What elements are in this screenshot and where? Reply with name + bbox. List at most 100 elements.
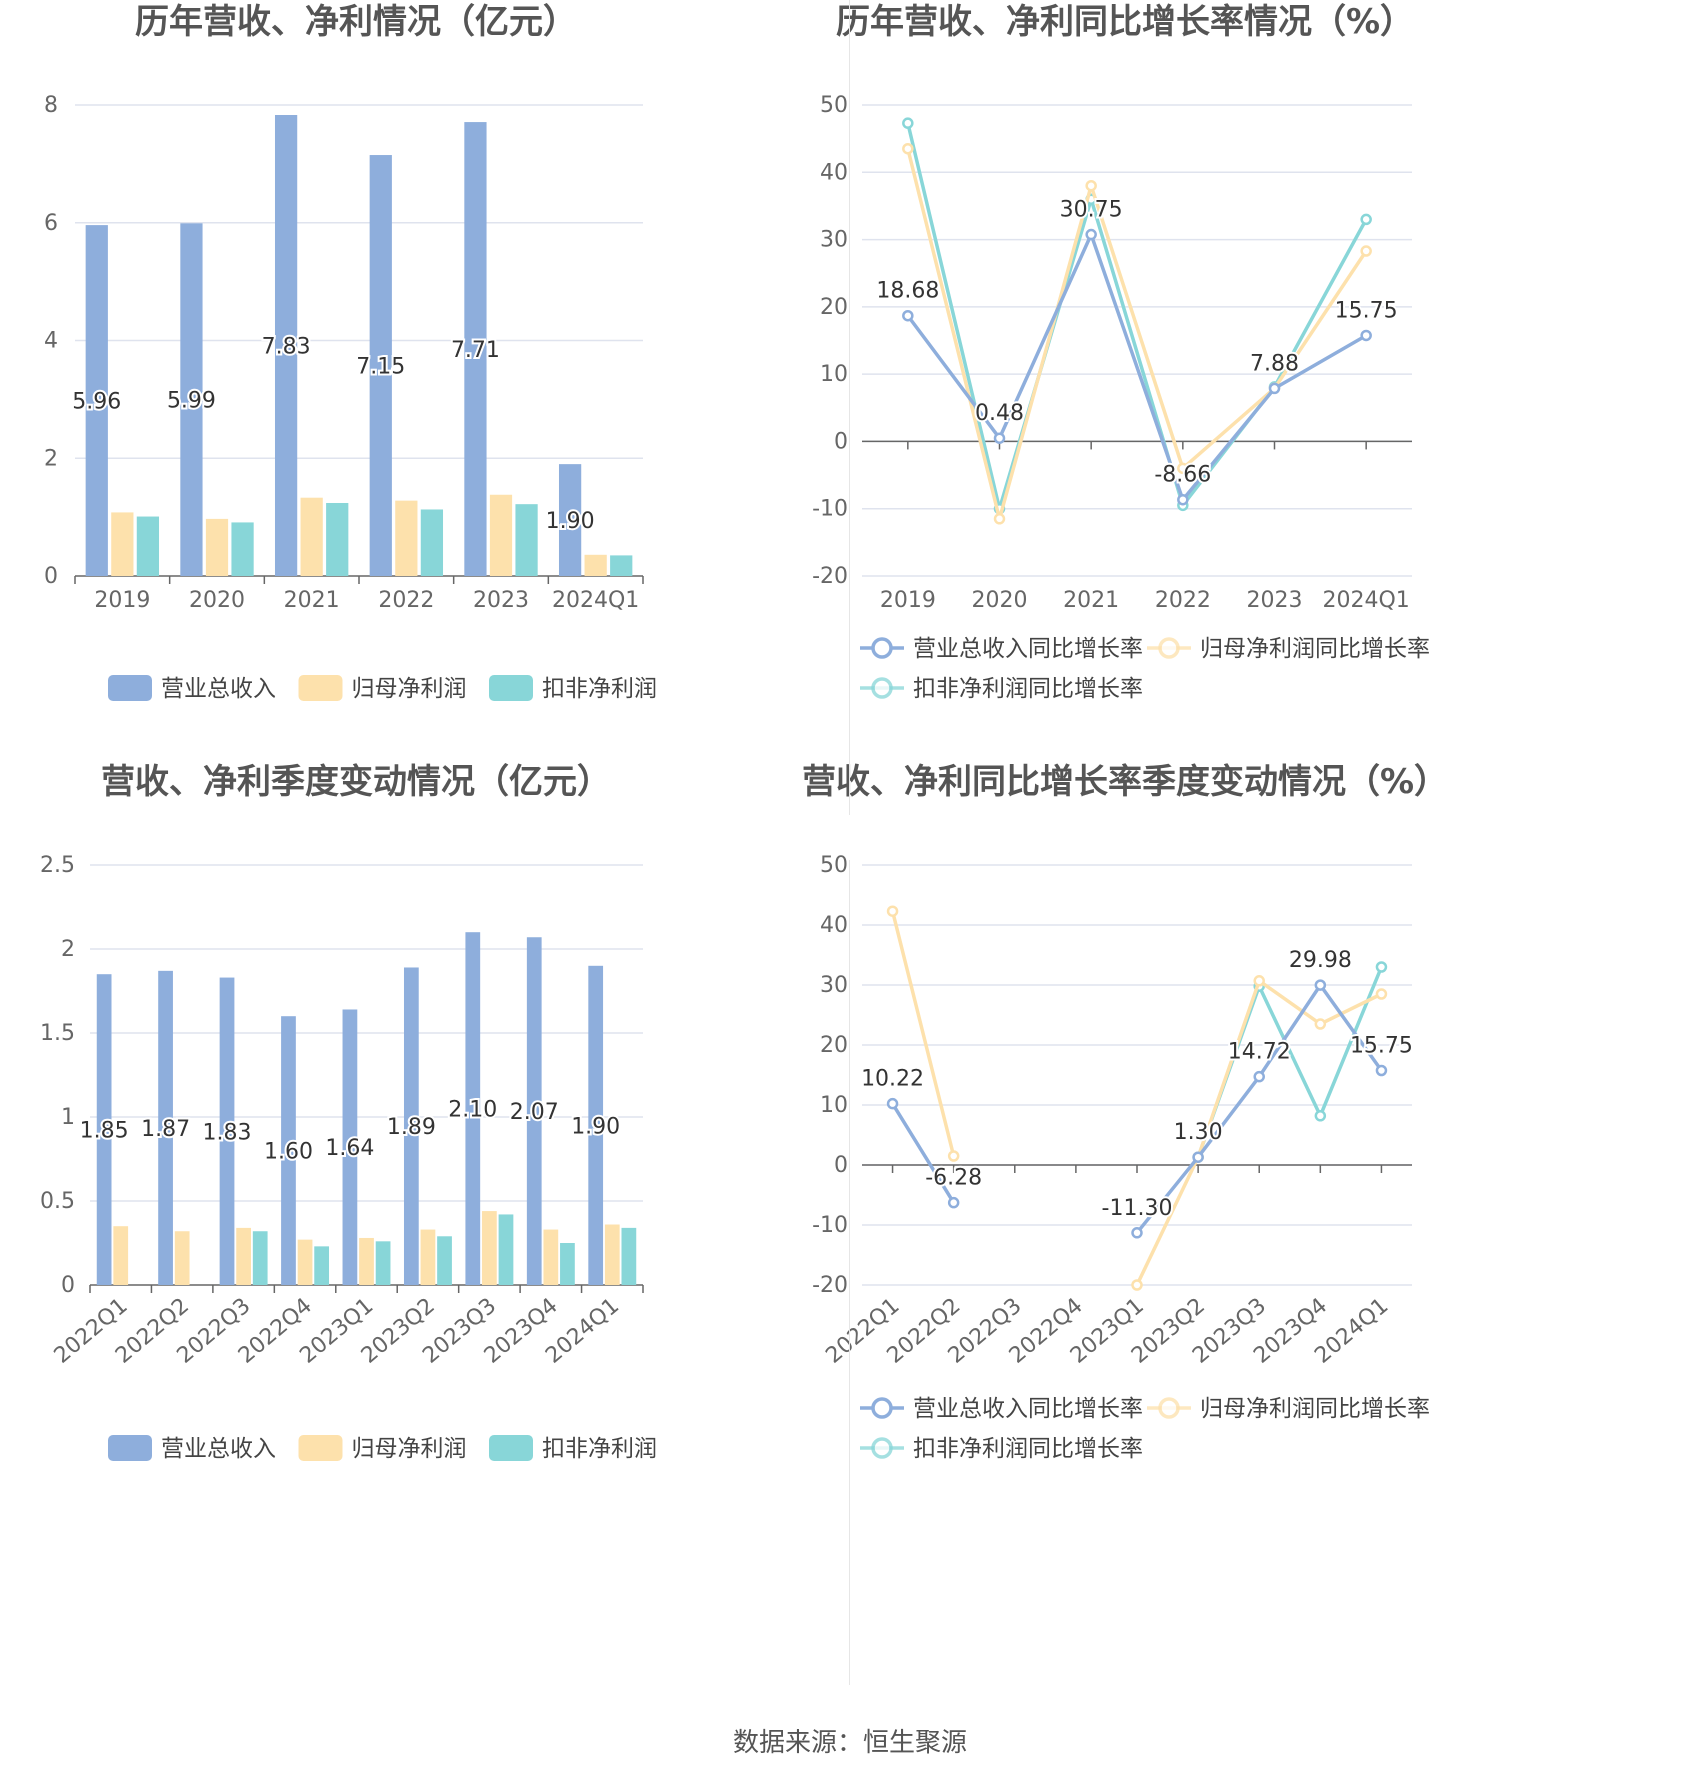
bar-deducted_profit	[252, 1231, 268, 1285]
bar-data-label: 7.15	[356, 355, 405, 380]
bar-deducted_profit	[515, 504, 538, 576]
bar-data-label: 5.96	[72, 390, 121, 415]
line-segment-deducted_profit	[1272, 217, 1368, 389]
line-data-label: 1.30	[1174, 1120, 1223, 1145]
line-data-label: 14.72	[1228, 1040, 1291, 1065]
bar-revenue	[464, 122, 487, 576]
line-data-label: 7.88	[1250, 351, 1299, 376]
bar-deducted_profit	[437, 1236, 452, 1285]
bar-data-label: 7.83	[262, 335, 311, 360]
bar-net_profit	[482, 1211, 497, 1285]
line-data-label: 0.48	[975, 401, 1024, 426]
line-segment-deducted_profit	[1318, 965, 1384, 1118]
bar-revenue	[96, 974, 112, 1285]
bar-net_profit	[489, 494, 513, 576]
bar-revenue	[274, 115, 298, 576]
line-point-revenue	[1192, 1151, 1204, 1163]
line-segment-net_profit	[1272, 249, 1368, 391]
bar-net_profit	[174, 1231, 190, 1285]
y-tick-label: 20	[820, 1033, 848, 1058]
bar-net_profit	[297, 1239, 313, 1285]
line-data-label: 10.22	[861, 1067, 924, 1092]
line-point-net_profit	[1314, 1018, 1327, 1030]
quarterly-growth-svg: 营收、净利同比增长率季度变动情况（%）-20-10010203040502022…	[802, 762, 1448, 1462]
line-point-net_profit	[1085, 179, 1097, 192]
y-tick-label: 0	[44, 564, 58, 589]
legend-label: 归母净利润	[352, 1436, 467, 1462]
line-segment-revenue	[1318, 983, 1384, 1073]
line-point-revenue	[1177, 493, 1189, 506]
legend-label: 营业总收入同比增长率	[913, 1396, 1143, 1422]
quarterly-growth-chart: 营收、净利同比增长率季度变动情况（%） -20 -10 0 10 20 30 40 50 2022…	[802, 762, 1700, 1720]
legend-swatch	[298, 1435, 343, 1461]
bar-deducted_profit	[231, 522, 254, 576]
bar-data-label: 1.85	[80, 1119, 129, 1144]
y-tick-label: 0	[834, 429, 848, 454]
bar-net_profit	[420, 1229, 436, 1285]
y-tick-label: 2.5	[40, 853, 75, 878]
line-data-label: -8.66	[1154, 463, 1211, 488]
x-tick-label: 2021	[1063, 588, 1119, 613]
x-tick-label: 2019	[94, 588, 150, 613]
x-tick-label: 2020	[972, 588, 1028, 613]
line-segment-deducted_profit	[906, 121, 1002, 511]
line-point-net_profit	[1177, 462, 1189, 475]
y-tick-label: 10	[820, 1093, 848, 1118]
bar-data-label: 1.83	[203, 1120, 252, 1145]
quarterly-amounts-chart: 营收、净利季度变动情况（亿元） 0 0.5 1 1.5 2 2.5 2022Q1 2022Q2 2…	[0, 762, 850, 1720]
bar-net_profit	[113, 1226, 129, 1285]
divider-bottom	[849, 860, 850, 1685]
x-tick-label: 2024Q1	[1323, 588, 1410, 613]
line-segment-net_profit	[1135, 1155, 1200, 1287]
legend-swatch-marker	[871, 1437, 893, 1459]
y-tick-label: -20	[812, 1273, 848, 1298]
bar-data-label: 2.10	[448, 1098, 497, 1123]
chart-group: 历年营收、净利同比增长率情况（%） -20 -10 0 10 20 30 40 50 2019 20…	[812, 2, 1430, 702]
bar-revenue	[403, 967, 419, 1285]
legend-label: 扣非净利润	[542, 1436, 657, 1462]
bar-revenue	[526, 937, 542, 1285]
line-segment-net_profit	[1089, 183, 1185, 471]
line-point-deducted_profit	[1375, 961, 1388, 973]
line-point-net_profit	[1253, 975, 1265, 987]
line-point-deducted_profit	[902, 117, 914, 129]
line-segment-revenue	[1089, 232, 1185, 502]
chart-group: 历年营收、净利情况（亿元） 0 2 4 6 8 2019 2020 2021 2022 2023 20…	[44, 2, 657, 702]
line-data-label: -6.28	[925, 1166, 982, 1191]
bar-data-label: 1.60	[264, 1140, 313, 1165]
legend-swatch-marker	[1158, 1397, 1180, 1419]
line-segment-net_profit	[1318, 992, 1384, 1026]
line-segment-revenue	[906, 313, 1002, 440]
data-source: 数据来源：恒生聚源	[732, 1728, 967, 1758]
bar-deducted_profit	[621, 1227, 637, 1285]
line-point-revenue	[1360, 329, 1372, 342]
bar-revenue	[281, 1016, 296, 1285]
bar-data-label: 1.89	[387, 1115, 436, 1140]
line-point-revenue	[947, 1196, 960, 1209]
line-point-revenue	[1375, 1064, 1388, 1077]
line-point-revenue	[1268, 382, 1281, 395]
y-tick-label: 2	[61, 937, 75, 962]
x-tick-label: 2021	[284, 588, 340, 613]
bar-deducted_profit	[610, 555, 633, 576]
bar-revenue	[369, 155, 392, 576]
line-segment-net_profit	[1196, 979, 1261, 1159]
line-point-net_profit	[1131, 1279, 1143, 1291]
annual-amounts-svg: 历年营收、净利情况（亿元） 0 2 4 6 8 2019 2020 2021 2022 2023 20…	[44, 2, 657, 702]
bar-net_profit	[300, 497, 323, 576]
y-tick-label: 50	[820, 93, 848, 118]
chart-group: 营收、净利季度变动情况（亿元）00.511.522.52022Q12022Q22…	[40, 762, 657, 1462]
x-tick-label: 2024Q1	[552, 588, 639, 613]
line-segment-net_profit	[1257, 979, 1323, 1026]
line-point-deducted_profit	[1314, 1110, 1327, 1122]
line-segment-revenue	[1257, 983, 1323, 1079]
quarterly-amounts-svg: 营收、净利季度变动情况（亿元）00.511.522.52022Q12022Q22…	[40, 762, 657, 1462]
legend-label: 扣非净利润	[542, 676, 657, 702]
line-segment-revenue	[1196, 1074, 1261, 1159]
line-point-revenue	[886, 1097, 899, 1110]
legend-label: 归母净利润	[352, 676, 467, 702]
bar-deducted_profit	[375, 1241, 391, 1285]
bar-revenue	[558, 464, 582, 576]
line-data-label: -11.30	[1102, 1196, 1173, 1221]
line-segment-net_profit	[1181, 386, 1277, 471]
